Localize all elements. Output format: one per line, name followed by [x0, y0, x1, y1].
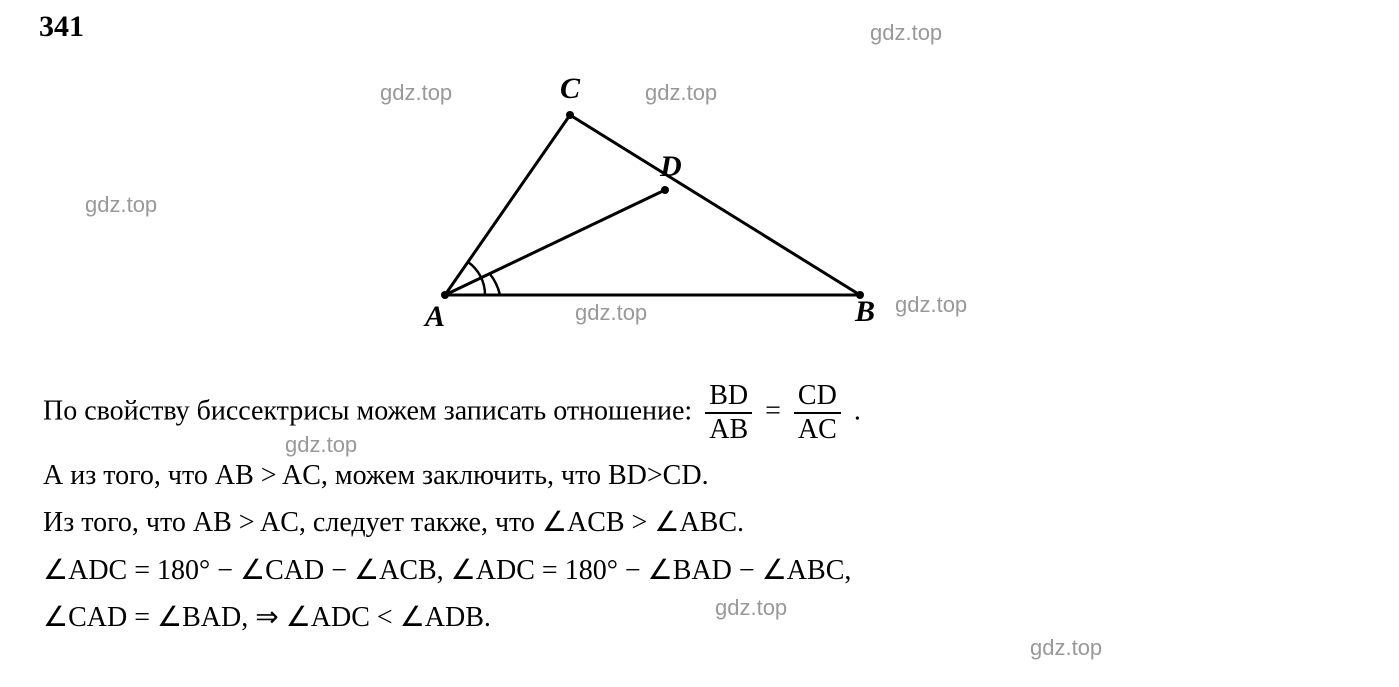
frac2-den: AC: [794, 414, 841, 446]
text-line-4: ∠ADC = 180° − ∠CAD − ∠ACB, ∠ADC = 180° −…: [43, 553, 851, 587]
fraction-cd-ac: CD AC: [794, 380, 841, 446]
text-line-2: А из того, что AB > AC, можем заключить,…: [43, 460, 709, 492]
text-line-3: Из того, что AB > AC, следует также, что…: [43, 505, 744, 539]
line1-text: По свойству биссектрисы можем записать о…: [43, 395, 692, 426]
frac2-num: CD: [794, 380, 841, 414]
triangle-diagram: C D A B gdz.top: [430, 75, 890, 325]
vertex-label-b: B: [855, 295, 875, 329]
equals-sign: =: [765, 395, 781, 426]
vertex-label-a: A: [425, 300, 445, 334]
vertex-label-c: C: [560, 72, 580, 106]
frac1-num: BD: [705, 380, 752, 414]
text-line-5: ∠CAD = ∠BAD, ⇒ ∠ADC < ∠ADB.: [43, 600, 491, 634]
watermark-bottom-mid: gdz.top: [715, 595, 787, 621]
watermark-bottom-right: gdz.top: [1030, 635, 1102, 661]
watermark-under-ab: gdz.top: [575, 300, 647, 326]
watermark-right-mid: gdz.top: [895, 292, 967, 318]
fraction-bd-ab: BD AB: [705, 380, 752, 446]
vertex-label-d: D: [660, 150, 682, 184]
problem-number: 341: [39, 10, 84, 44]
line1-period: .: [854, 395, 861, 426]
triangle-svg: [430, 75, 890, 335]
watermark-left-mid: gdz.top: [85, 192, 157, 218]
watermark-top-right: gdz.top: [870, 20, 942, 46]
text-line-1: По свойству биссектрисы можем записать о…: [43, 380, 861, 446]
frac1-den: AB: [705, 414, 752, 446]
